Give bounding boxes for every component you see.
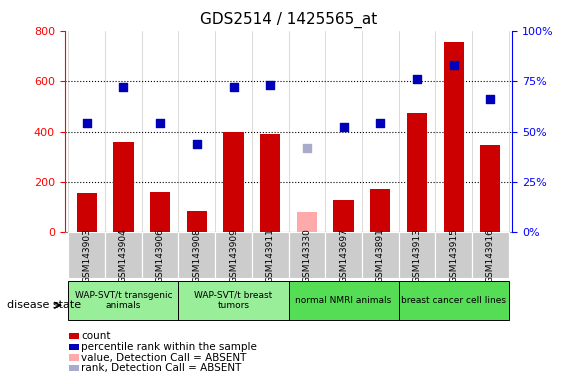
Text: GSM143891: GSM143891 [376, 228, 385, 283]
Bar [142, 232, 178, 278]
Text: GSM143916: GSM143916 [486, 228, 495, 283]
Text: breast cancer cell lines: breast cancer cell lines [401, 296, 506, 305]
Title: GDS2514 / 1425565_at: GDS2514 / 1425565_at [200, 12, 377, 28]
Text: GSM143697: GSM143697 [339, 228, 348, 283]
Point [155, 120, 164, 126]
Bar [178, 281, 289, 320]
Bar [187, 211, 207, 232]
Text: GSM143330: GSM143330 [302, 228, 311, 283]
Bar [289, 232, 325, 278]
Bar [215, 232, 252, 278]
Point [449, 62, 458, 68]
Bar [113, 142, 133, 232]
Point [229, 84, 238, 90]
Bar [150, 192, 170, 232]
Bar [69, 232, 105, 278]
Bar [407, 113, 427, 232]
Bar [260, 134, 280, 232]
Text: GSM143913: GSM143913 [413, 228, 422, 283]
Text: disease state: disease state [7, 300, 81, 310]
Text: GSM143903: GSM143903 [82, 228, 91, 283]
Text: WAP-SVT/t breast
tumors: WAP-SVT/t breast tumors [194, 291, 272, 310]
Text: WAP-SVT/t transgenic
animals: WAP-SVT/t transgenic animals [75, 291, 172, 310]
Point [193, 141, 202, 147]
Bar [435, 232, 472, 278]
Bar [333, 200, 354, 232]
Text: value, Detection Call = ABSENT: value, Detection Call = ABSENT [81, 353, 247, 362]
Bar [370, 189, 390, 232]
Bar [178, 232, 215, 278]
Text: GSM143906: GSM143906 [155, 228, 164, 283]
Point [413, 76, 422, 82]
Bar [105, 232, 142, 278]
Text: GSM143909: GSM143909 [229, 228, 238, 283]
Bar [297, 212, 317, 232]
Text: count: count [81, 331, 110, 341]
Bar [480, 146, 501, 232]
Text: GSM143904: GSM143904 [119, 228, 128, 283]
Bar [399, 232, 435, 278]
Bar [444, 42, 464, 232]
Bar [289, 281, 399, 320]
Bar [399, 281, 508, 320]
Text: normal NMRI animals: normal NMRI animals [296, 296, 392, 305]
Text: GSM143915: GSM143915 [449, 228, 458, 283]
Bar [224, 131, 244, 232]
Bar [77, 193, 97, 232]
Bar [69, 281, 178, 320]
Text: GSM143908: GSM143908 [193, 228, 202, 283]
Point [266, 82, 275, 88]
Point [82, 120, 91, 126]
Text: GSM143911: GSM143911 [266, 228, 275, 283]
Bar [362, 232, 399, 278]
Point [486, 96, 495, 102]
Point [339, 124, 348, 131]
Text: percentile rank within the sample: percentile rank within the sample [81, 342, 257, 352]
Bar [252, 232, 289, 278]
Text: rank, Detection Call = ABSENT: rank, Detection Call = ABSENT [81, 363, 242, 373]
Point [376, 120, 385, 126]
Point [302, 144, 311, 151]
Bar [472, 232, 508, 278]
Point [119, 84, 128, 90]
Bar [325, 232, 362, 278]
